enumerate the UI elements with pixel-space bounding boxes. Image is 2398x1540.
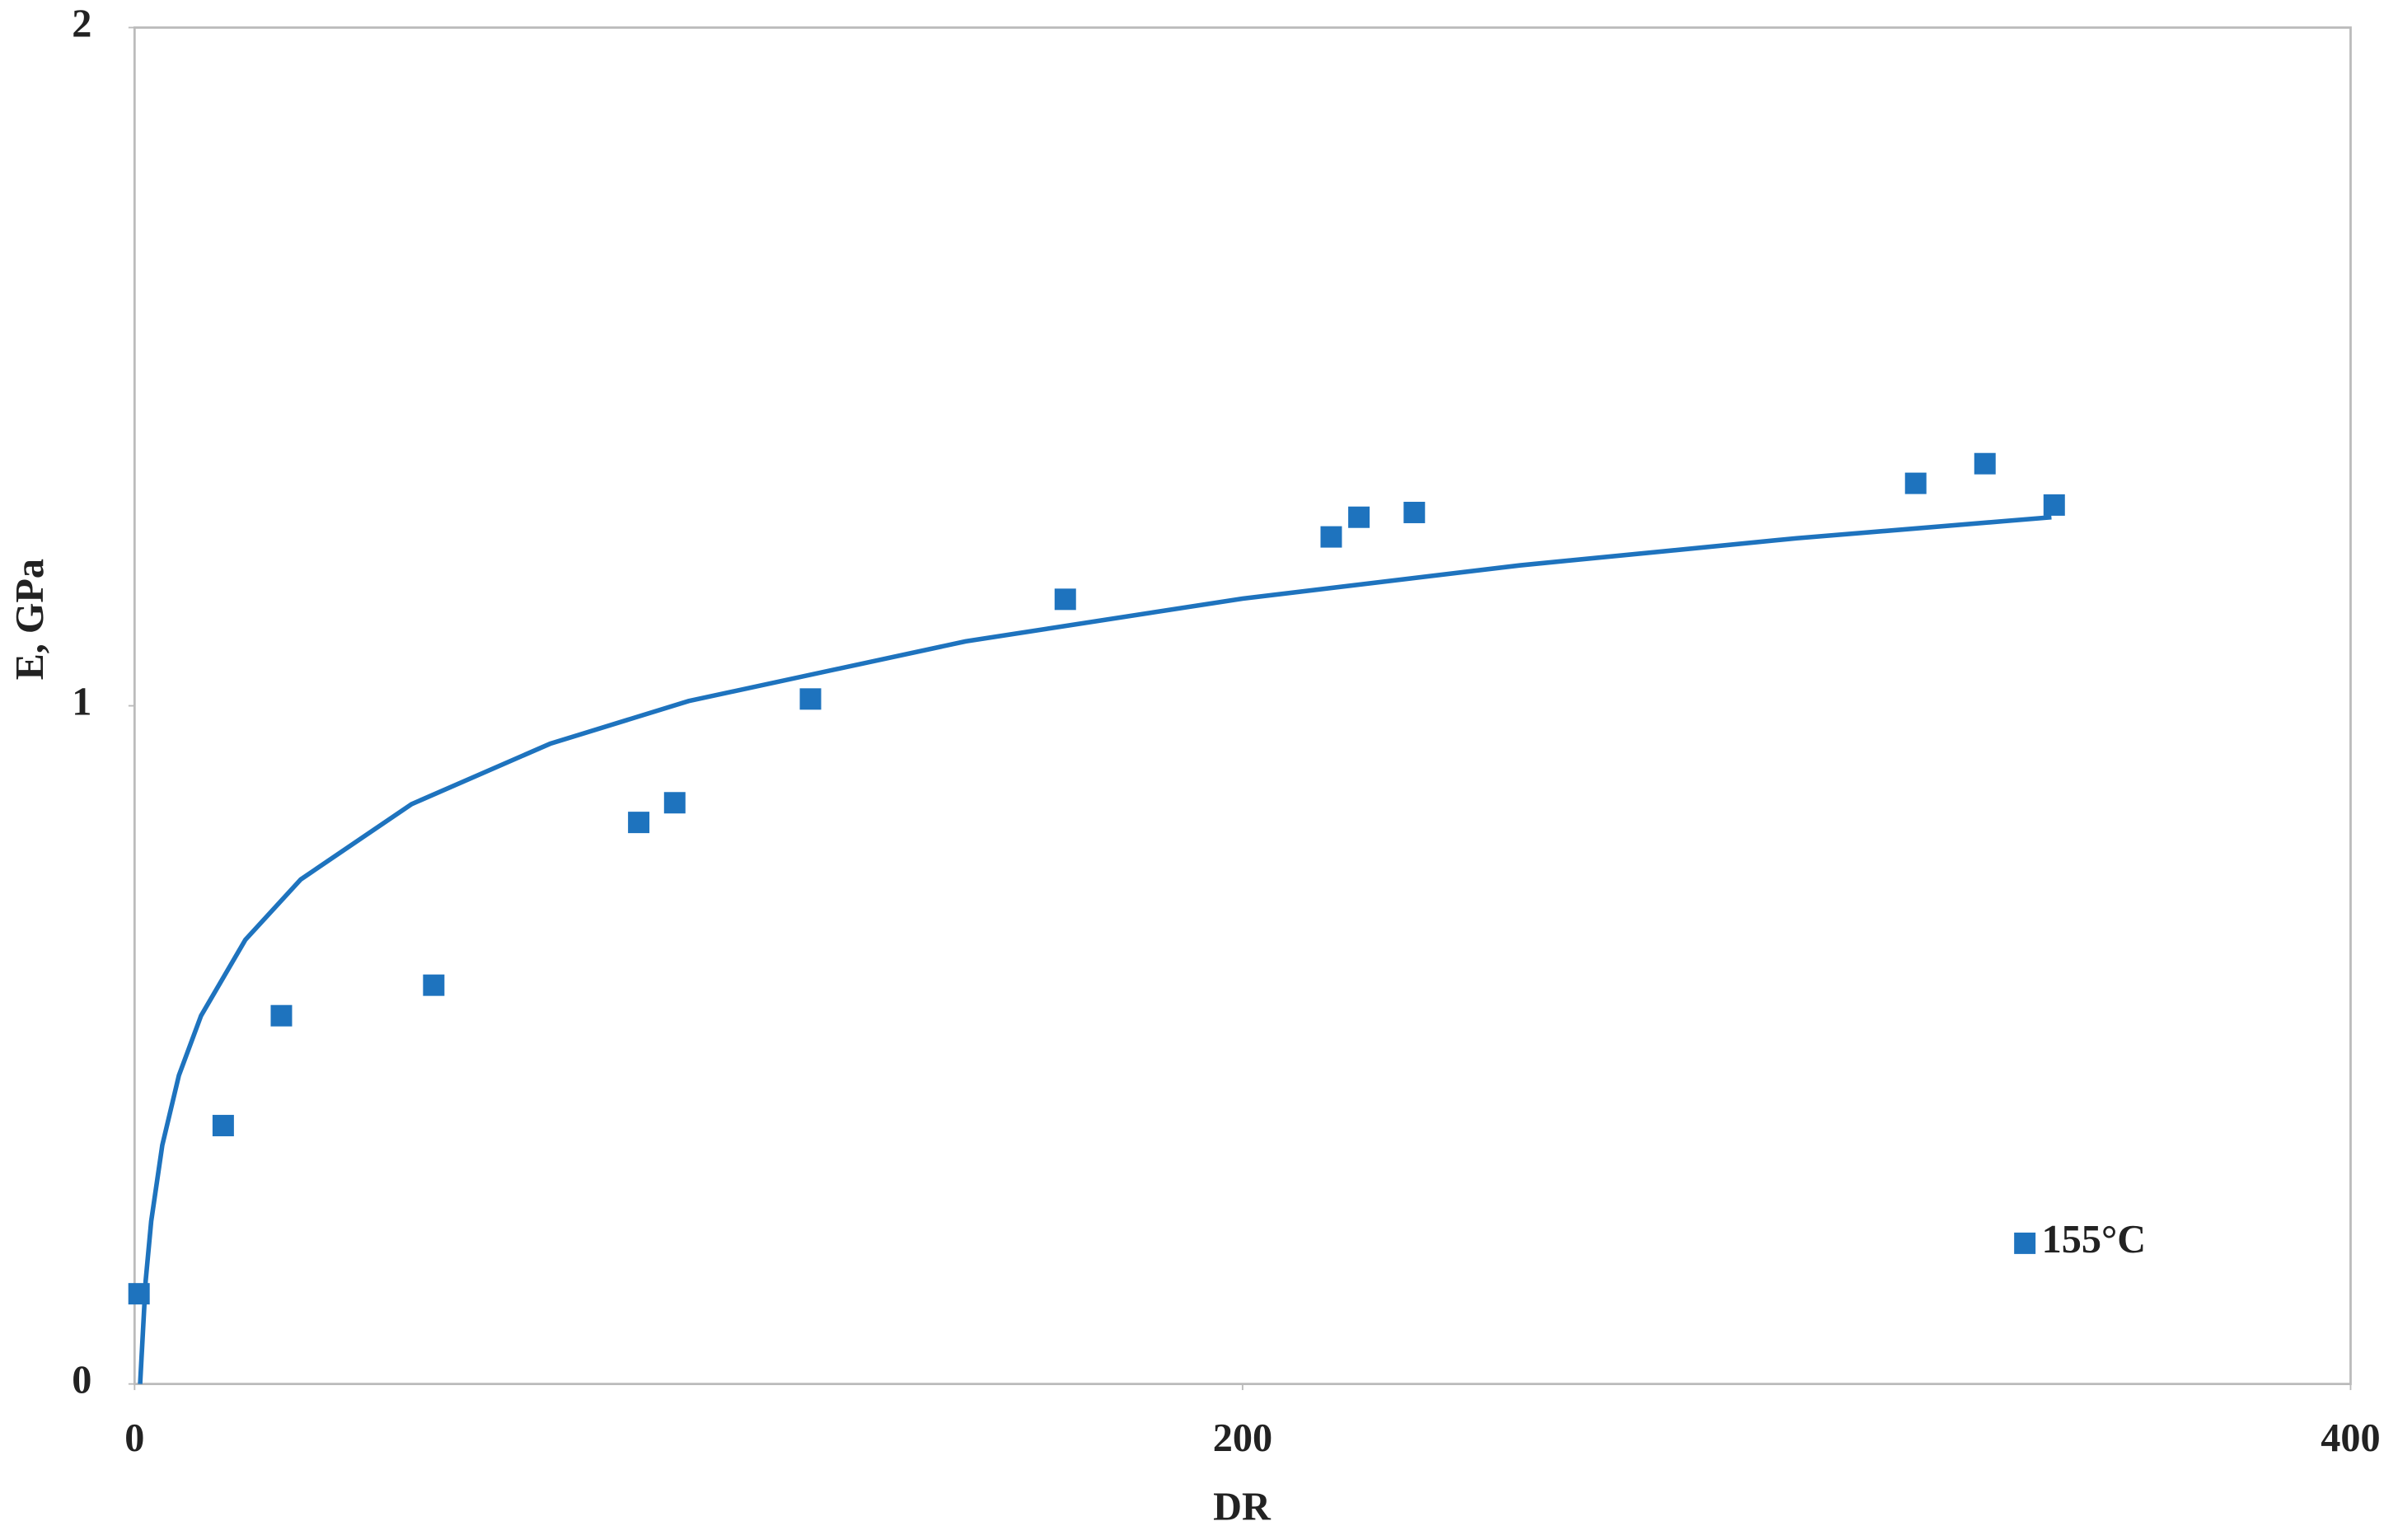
point <box>1974 452 1996 475</box>
y-tick-label: 1 <box>72 681 91 724</box>
point <box>1403 501 1426 523</box>
point <box>1320 526 1342 548</box>
point <box>799 688 822 710</box>
plot-frame <box>133 26 2352 1386</box>
point <box>128 1283 150 1305</box>
x-tick-label: 200 <box>1213 1416 1272 1460</box>
legend-label: 155°C <box>2042 1218 2147 1261</box>
point <box>1054 588 1076 611</box>
point <box>1904 472 1927 494</box>
point <box>663 792 686 814</box>
point <box>1348 506 1370 528</box>
trendline <box>138 514 2052 1384</box>
point <box>423 974 445 996</box>
y-tick-label: 0 <box>72 1359 91 1402</box>
point <box>270 1004 293 1027</box>
legend-marker <box>2014 1232 2036 1254</box>
point <box>2043 494 2065 516</box>
x-tick-label: 400 <box>2321 1416 2380 1460</box>
y-tick-label: 2 <box>72 2 91 46</box>
y-axis-label: E, GPa <box>8 559 52 680</box>
point <box>628 812 650 834</box>
x-axis-label: DR <box>1213 1486 1272 1529</box>
x-tick-label: 0 <box>124 1416 144 1460</box>
point <box>212 1115 234 1137</box>
